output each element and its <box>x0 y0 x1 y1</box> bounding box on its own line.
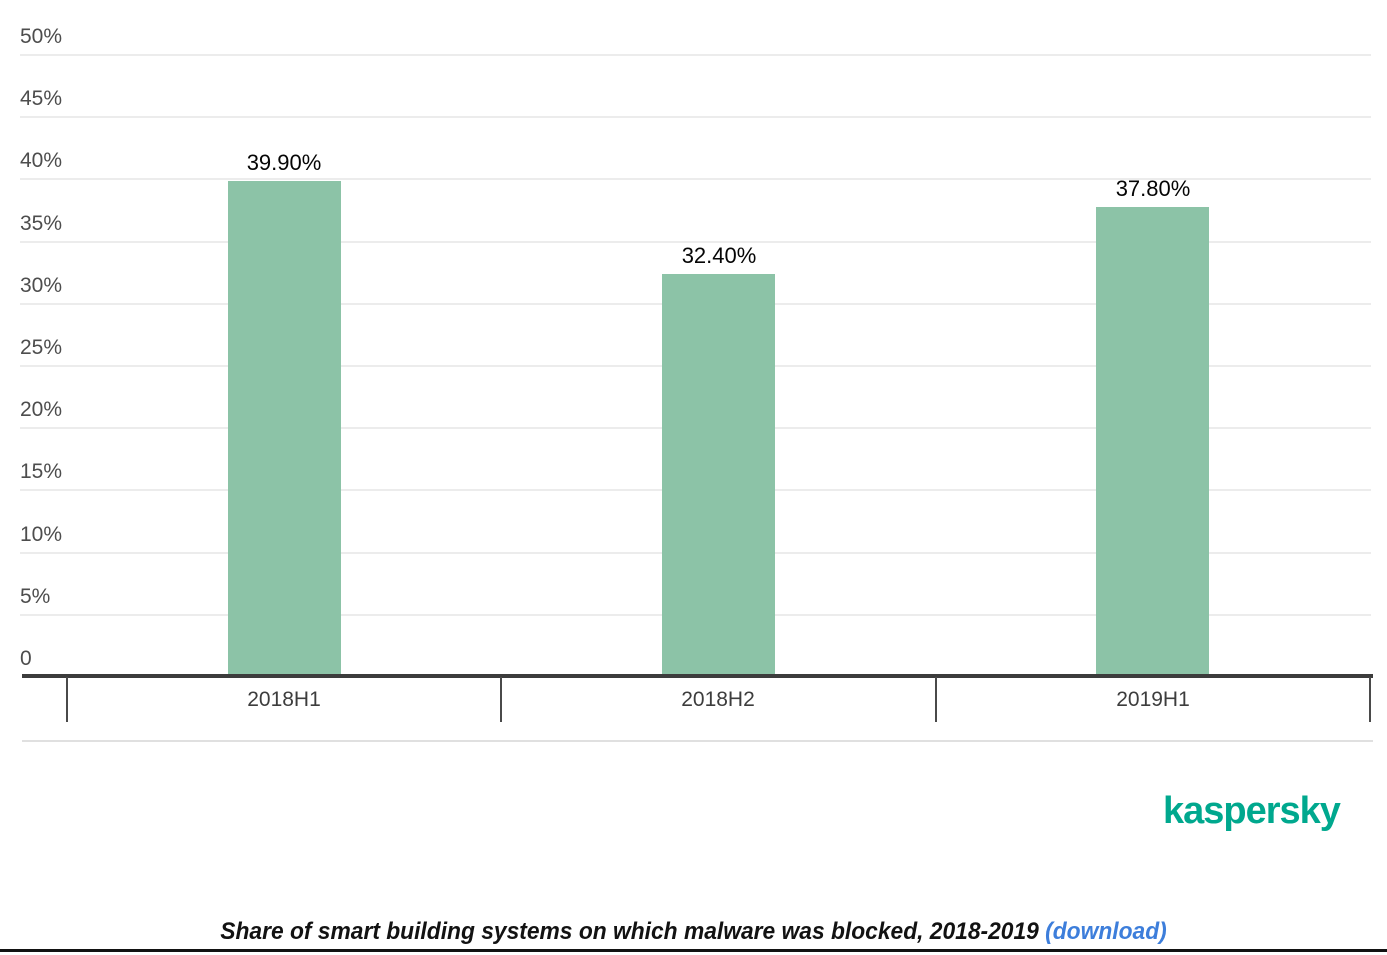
gridline <box>20 178 1371 181</box>
bar-2019H1 <box>1096 207 1209 677</box>
y-axis-label: 20% <box>20 398 63 422</box>
gridline <box>20 240 1371 243</box>
bar-2018H1 <box>228 181 341 677</box>
y-axis-label: 0 <box>20 647 32 670</box>
x-axis-tick <box>66 677 68 722</box>
y-axis-label: 50% <box>20 25 63 48</box>
download-link[interactable]: (download) <box>1045 918 1167 945</box>
separator-line <box>22 740 1373 742</box>
y-axis-label: 45% <box>20 87 63 111</box>
kaspersky-logo: kaspersky <box>1163 790 1341 832</box>
x-axis-label-2018H1: 2018H1 <box>247 688 321 711</box>
x-axis-label-2018H2: 2018H2 <box>681 688 755 711</box>
gridline <box>20 54 1371 56</box>
x-axis-tick <box>935 677 937 722</box>
y-axis-label: 35% <box>20 211 63 235</box>
x-axis-tick <box>1369 677 1371 722</box>
bar-2018H2 <box>662 274 775 677</box>
bar-value-label: 37.80% <box>1115 176 1191 201</box>
y-axis-label: 15% <box>20 460 63 484</box>
x-axis-label-2019H1: 2019H1 <box>1116 688 1190 711</box>
y-axis-label: 25% <box>20 336 63 359</box>
y-axis-label: 30% <box>20 273 63 297</box>
y-axis-label: 40% <box>20 149 63 173</box>
y-axis-label: 5% <box>20 584 51 608</box>
chart-caption: Share of smart building systems on which… <box>35 918 1353 946</box>
caption-text: Share of smart building systems on which… <box>220 918 1039 945</box>
x-axis-line <box>22 674 1373 678</box>
gridline <box>20 116 1371 119</box>
bar-value-label: 39.90% <box>246 150 322 175</box>
bottom-rule <box>0 949 1387 952</box>
y-axis-label: 10% <box>20 522 63 546</box>
x-axis-tick <box>500 677 502 722</box>
bar-value-label: 32.40% <box>681 243 757 268</box>
